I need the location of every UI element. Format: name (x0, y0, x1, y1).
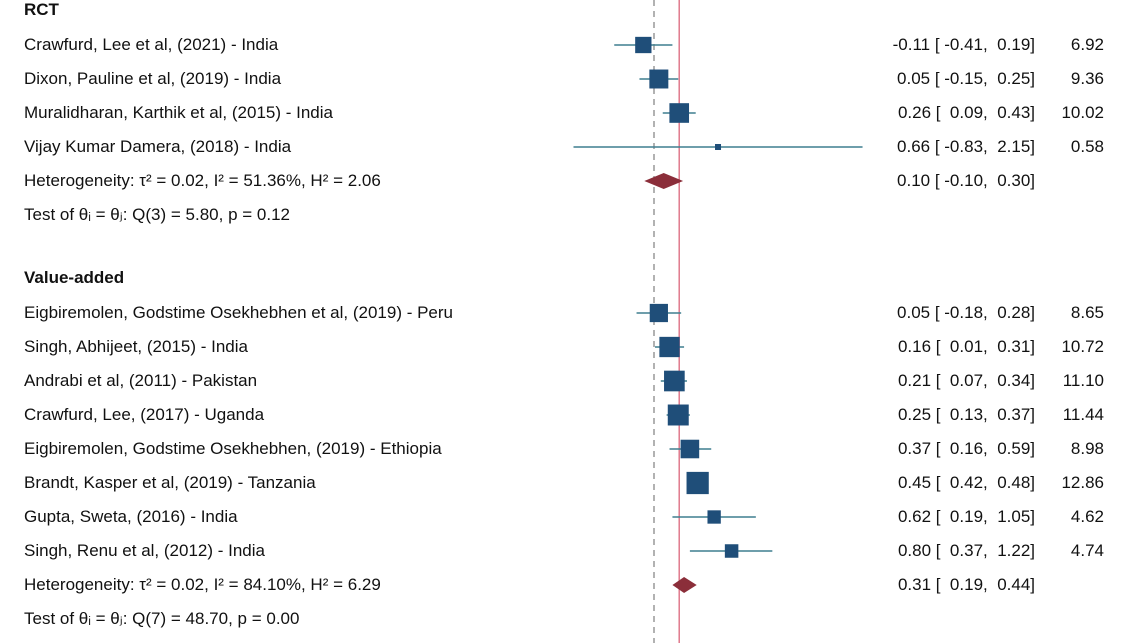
heterogeneity-label: Heterogeneity: τ² = 0.02, I² = 84.10%, H… (24, 575, 381, 594)
study-label: Vijay Kumar Damera, (2018) - India (24, 137, 292, 156)
study-label: Andrabi et al, (2011) - Pakistan (24, 371, 258, 390)
homogeneity-test-label: Test of θᵢ = θⱼ: Q(3) = 5.80, p = 0.12 (24, 205, 290, 224)
study-ci-text: 0.66 [ -0.83, 2.15] (897, 137, 1035, 156)
study-label: Crawfurd, Lee et al, (2021) - India (24, 35, 279, 54)
study-ci-text: 0.05 [ -0.18, 0.28] (897, 303, 1035, 322)
study-ci-text: 0.37 [ 0.16, 0.59] (897, 439, 1035, 458)
homogeneity-test-label: Test of θᵢ = θⱼ: Q(7) = 48.70, p = 0.00 (24, 609, 300, 628)
study-marker (686, 471, 709, 495)
study-marker (667, 404, 689, 426)
study-label: Brandt, Kasper et al, (2019) - Tanzania (24, 473, 316, 492)
study-label: Singh, Abhijeet, (2015) - India (24, 337, 248, 356)
study-label: Crawfurd, Lee, (2017) - Uganda (24, 405, 265, 424)
study-weight: 4.74 (1070, 541, 1104, 560)
study-weight: 10.02 (1061, 103, 1104, 122)
study-label: Eigbiremolen, Godstime Osekhebhen, (2019… (24, 439, 442, 458)
study-label: Dixon, Pauline et al, (2019) - India (24, 69, 282, 88)
study-ci-text: 0.25 [ 0.13, 0.37] (897, 405, 1035, 424)
study-ci-text: 0.26 [ 0.09, 0.43] (897, 103, 1035, 122)
study-label: Eigbiremolen, Godstime Osekhebhen et al,… (24, 303, 454, 322)
study-label: Gupta, Sweta, (2016) - India (24, 507, 238, 526)
study-ci-text: -0.11 [ -0.41, 0.19] (892, 35, 1035, 54)
study-weight: 10.72 (1061, 337, 1104, 356)
study-weight: 9.36 (1070, 69, 1104, 88)
study-ci-text: 0.45 [ 0.42, 0.48] (897, 473, 1035, 492)
study-weight: 11.44 (1062, 405, 1104, 424)
study-ci-text: 0.21 [ 0.07, 0.34] (897, 371, 1035, 390)
study-weight: 6.92 (1070, 35, 1104, 54)
study-marker (724, 544, 739, 558)
summary-ci-text: 0.31 [ 0.19, 0.44] (897, 575, 1035, 594)
study-marker (649, 69, 669, 89)
study-weight: 0.58 (1070, 137, 1104, 156)
study-weight: 11.10 (1062, 371, 1104, 390)
study-ci-text: 0.05 [ -0.15, 0.25] (897, 69, 1035, 88)
study-marker (649, 303, 668, 323)
study-ci-text: 0.80 [ 0.37, 1.22] (897, 541, 1035, 560)
summary-diamond (672, 577, 697, 593)
study-weight: 4.62 (1070, 507, 1104, 526)
study-weight: 12.86 (1061, 473, 1104, 492)
study-marker (680, 439, 700, 459)
study-marker (707, 510, 721, 524)
study-marker (659, 336, 680, 358)
summary-ci-text: 0.10 [ -0.10, 0.30] (897, 171, 1035, 190)
study-label: Muralidharan, Karthik et al, (2015) - In… (24, 103, 333, 122)
study-marker (715, 144, 722, 150)
study-weight: 8.65 (1070, 303, 1104, 322)
summary-diamond (644, 173, 684, 189)
study-weight: 8.98 (1070, 439, 1104, 458)
study-marker (635, 36, 652, 54)
study-marker (664, 370, 685, 392)
heterogeneity-label: Heterogeneity: τ² = 0.02, I² = 51.36%, H… (24, 171, 381, 190)
study-label: Singh, Renu et al, (2012) - India (24, 541, 265, 560)
study-ci-text: 0.16 [ 0.01, 0.31] (897, 337, 1035, 356)
study-ci-text: 0.62 [ 0.19, 1.05] (897, 507, 1035, 526)
study-marker (669, 103, 690, 123)
